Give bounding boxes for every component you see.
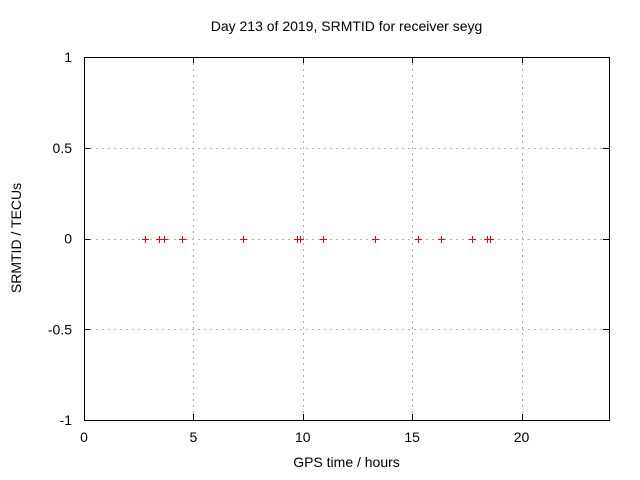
x-tick-label: 0 xyxy=(80,429,88,445)
x-tick-label: 5 xyxy=(189,429,197,445)
y-tick-label: -1 xyxy=(60,412,73,428)
y-tick-label: 0.5 xyxy=(53,140,73,156)
x-tick-label: 20 xyxy=(514,429,530,445)
x-axis-label: GPS time / hours xyxy=(293,454,400,470)
chart-title: Day 213 of 2019, SRMTID for receiver sey… xyxy=(210,18,483,34)
x-tick-label: 15 xyxy=(404,429,420,445)
y-tick-label: 1 xyxy=(64,49,72,65)
y-tick-label: 0 xyxy=(64,231,72,247)
y-tick-label: -0.5 xyxy=(48,321,72,337)
x-tick-label: 10 xyxy=(295,429,311,445)
